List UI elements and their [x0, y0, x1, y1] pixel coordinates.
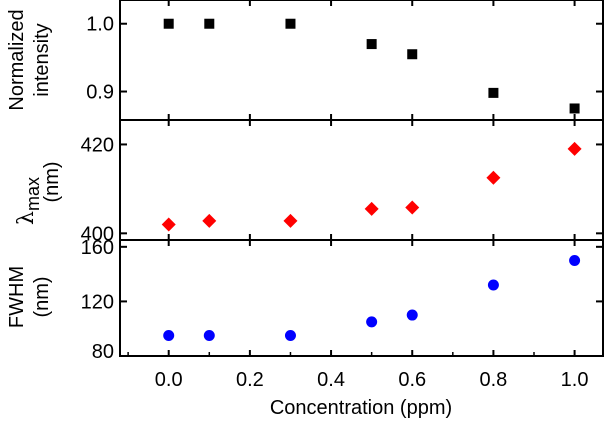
data-point-circle	[163, 330, 175, 342]
data-point-square	[163, 18, 174, 29]
data-point-square	[488, 87, 499, 98]
data-point-square	[407, 49, 418, 60]
ticks	[120, 0, 603, 357]
data-point-square	[366, 39, 377, 50]
panel-frame-lambda-max	[119, 119, 604, 241]
data-point-square	[285, 18, 296, 29]
data-point-circle	[487, 279, 499, 291]
panel-frame-intensity	[119, 0, 604, 121]
y-tick-label: 420	[81, 134, 114, 156]
data-point-circle	[284, 330, 296, 342]
x-tick-label: 0.6	[398, 369, 426, 391]
y-tick-label: 400	[81, 223, 114, 245]
y-tick-label: 0.9	[86, 82, 114, 104]
x-tick-label: 0.8	[480, 369, 508, 391]
data-point-diamond	[283, 213, 298, 228]
data-point-circle	[569, 254, 581, 266]
xlabel: Concentration (ppm)	[270, 397, 452, 419]
y-tick-label: 1.0	[86, 14, 114, 36]
y-tick-label: 80	[92, 341, 114, 363]
ylabel-fwhm-line2: (nm)	[31, 276, 53, 317]
y-tick-label: 160	[81, 237, 114, 259]
ylabel-lambda-symbol: λ	[14, 211, 39, 225]
data-point-diamond	[486, 170, 501, 185]
y-tick-label: 120	[81, 291, 114, 313]
x-tick-label: 0.4	[317, 369, 345, 391]
ylabel-fwhm-line1: FWHM	[6, 266, 28, 328]
data-point-diamond	[202, 213, 217, 228]
data-point-diamond	[405, 200, 420, 215]
data-point-square	[569, 103, 580, 114]
x-tick-label: 0.2	[236, 369, 264, 391]
ylabel-lambda-unit: (nm)	[41, 161, 63, 202]
data-point-circle	[203, 330, 215, 342]
ylabel-intensity-line1: Normalized	[6, 9, 28, 110]
data-point-square	[204, 18, 215, 29]
ylabel-intensity-line2: intensity	[31, 23, 53, 96]
data-point-diamond	[567, 141, 582, 156]
data-point-diamond	[161, 217, 176, 232]
markers	[161, 18, 582, 342]
data-point-circle	[406, 309, 418, 321]
panel-frame-fwhm	[119, 239, 604, 357]
data-point-diamond	[364, 201, 379, 216]
x-tick-label: 1.0	[561, 369, 589, 391]
data-point-circle	[366, 316, 378, 328]
ylabel-lambda-subscript: max	[23, 177, 43, 211]
ylabel-lambda-max: λmax	[14, 177, 43, 225]
x-tick-label: 0.0	[155, 369, 183, 391]
